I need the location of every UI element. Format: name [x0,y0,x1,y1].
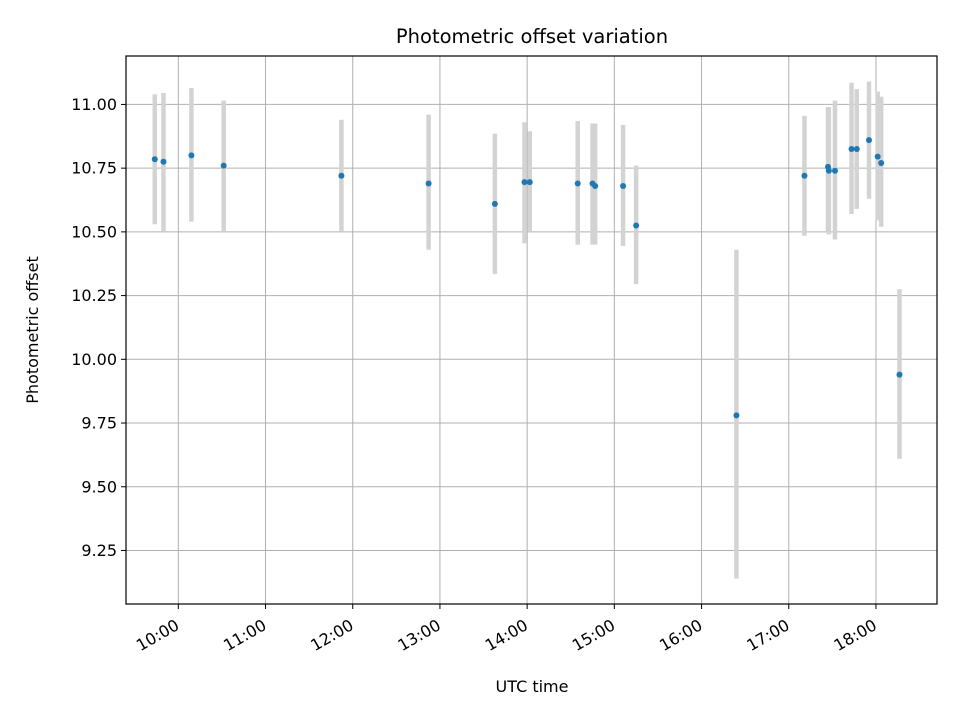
data-point [338,172,345,179]
plot-frame [125,55,938,605]
grid-layer [126,56,937,604]
data-point [831,167,838,174]
point-layer [151,137,903,419]
y-tick-label: 10.25 [71,286,117,305]
data-point [160,158,167,165]
data-point [633,222,640,229]
y-tick-label: 9.75 [81,414,117,433]
y-tick-label: 9.25 [81,541,117,560]
data-point [521,179,528,186]
data-point [425,180,432,187]
y-tick-label: 11.00 [71,95,117,114]
data-point [896,371,903,378]
data-point [848,146,855,153]
data-point [151,156,158,163]
y-tick-label: 10.75 [71,159,117,178]
data-point [853,146,860,153]
y-axis-label: Photometric offset [23,256,42,404]
data-point [220,162,227,169]
data-point [865,137,872,144]
data-point [574,180,581,187]
chart-title: Photometric offset variation [396,25,668,48]
data-point [592,182,599,189]
data-point [825,167,832,174]
data-point [733,412,740,419]
data-point [801,172,808,179]
y-tick-label: 10.00 [71,350,117,369]
data-point [878,160,885,167]
x-axis-label: UTC time [496,677,569,696]
data-point [491,200,498,207]
data-point [874,153,881,160]
data-point [526,179,533,186]
y-tick-label: 9.50 [81,477,117,496]
data-point [620,182,627,189]
data-point [188,152,195,159]
y-tick-label: 10.50 [71,222,117,241]
